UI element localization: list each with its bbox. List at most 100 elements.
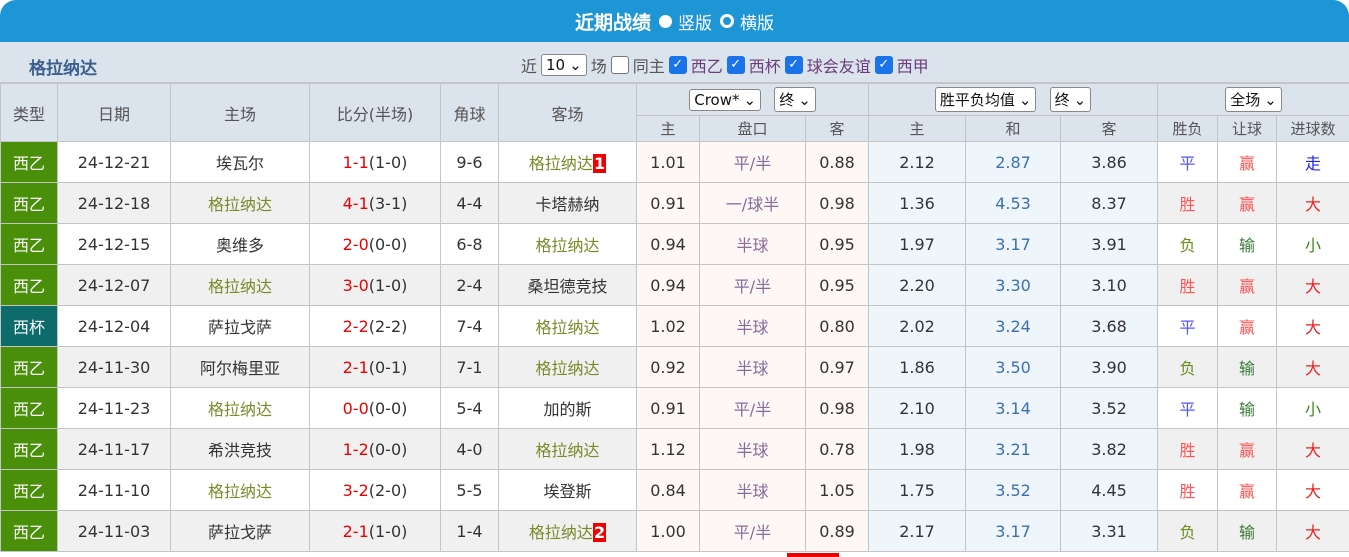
col-ah-line: 盘口	[699, 115, 806, 142]
away-team-name: 加的斯	[543, 400, 592, 419]
score-cell[interactable]: 4-1(3-1)	[309, 182, 441, 224]
col-eu-draw: 和	[965, 115, 1062, 142]
col-eu-away: 客	[1060, 115, 1159, 142]
away-team-cell[interactable]: 格拉纳达	[498, 428, 637, 470]
away-team-cell[interactable]: 格拉纳达	[498, 305, 637, 347]
col-handicap-result: 让球	[1217, 115, 1278, 142]
chevron-down-icon: ⌄	[1018, 90, 1032, 109]
score-cell[interactable]: 1-2(0-0)	[309, 428, 441, 470]
scope-select[interactable]: 全场 ⌄	[1225, 87, 1282, 112]
corner-cell: 4-4	[440, 182, 499, 224]
scope-value: 全场	[1230, 91, 1261, 109]
away-team-name: 格拉纳达	[528, 523, 593, 542]
same-host-checkbox[interactable]	[610, 56, 629, 74]
table-row[interactable]: 西杯 24-12-04 萨拉戈萨 2-2(2-2) 7-4 格拉纳达 1.02 …	[0, 305, 1349, 347]
radio-unchecked-icon	[720, 14, 734, 28]
handicap-result-cell: 赢	[1217, 141, 1278, 183]
league-cell[interactable]: 西乙	[0, 510, 58, 552]
table-row[interactable]: 西乙 24-11-17 希洪竞技 1-2(0-0) 4-0 格拉纳达 1.12 …	[0, 428, 1349, 470]
league-cell[interactable]: 西杯	[0, 305, 58, 347]
score-cell[interactable]: 2-0(0-0)	[309, 223, 441, 265]
ah-line: 半球	[699, 223, 806, 265]
away-team-cell[interactable]: 卡塔赫纳	[498, 182, 637, 224]
league-cell[interactable]: 西乙	[0, 428, 58, 470]
home-team-cell[interactable]: 阿尔梅里亚	[170, 346, 310, 388]
score-cell[interactable]: 3-2(2-0)	[309, 469, 441, 511]
away-team-cell[interactable]: 格拉纳达	[498, 223, 637, 265]
table-row[interactable]: 西乙 24-12-21 埃瓦尔 1-1(1-0) 9-6 格拉纳达1 1.01 …	[0, 141, 1349, 183]
league-checkbox-0[interactable]: ✓	[668, 56, 687, 74]
league-label: 球会友谊	[806, 57, 871, 76]
home-team-cell[interactable]: 埃瓦尔	[170, 141, 310, 183]
ah-time-select[interactable]: 终 ⌄	[774, 87, 816, 112]
red-card-badge: 2	[592, 523, 607, 542]
table-row[interactable]: 西乙 24-12-07 格拉纳达 3-0(1-0) 2-4 桑坦德竞技 0.94…	[0, 264, 1349, 306]
home-team-cell[interactable]: 希洪竞技	[170, 428, 310, 470]
eu-draw-odds: 3.14	[965, 387, 1062, 429]
goals-result-cell: 大	[1276, 510, 1349, 552]
table-row[interactable]: 西乙 24-12-18 格拉纳达 4-1(3-1) 4-4 卡塔赫纳 0.91 …	[0, 182, 1349, 224]
home-team-cell[interactable]: 奥维多	[170, 223, 310, 265]
away-team-cell[interactable]: 格拉纳达	[498, 346, 637, 388]
away-team-cell[interactable]: 埃登斯	[498, 469, 637, 511]
title-bar: 近期战绩 竖版 横版	[0, 0, 1349, 42]
view-vertical-radio[interactable]: 竖版	[655, 9, 712, 34]
home-team-cell[interactable]: 格拉纳达	[170, 469, 310, 511]
ah-away-odds: 0.97	[804, 346, 870, 388]
league-cell[interactable]: 西乙	[0, 264, 58, 306]
away-team-cell[interactable]: 加的斯	[498, 387, 637, 429]
score-cell[interactable]: 2-2(2-2)	[309, 305, 441, 347]
table-row[interactable]: 西乙 24-11-23 格拉纳达 0-0(0-0) 5-4 加的斯 0.91 平…	[0, 387, 1349, 429]
eu-time-select[interactable]: 终 ⌄	[1049, 87, 1092, 112]
match-count-select[interactable]: 10 ⌄	[541, 54, 587, 76]
corner-cell: 4-0	[440, 428, 499, 470]
home-team-cell[interactable]: 萨拉戈萨	[170, 510, 310, 552]
full-score: 2-0	[342, 234, 369, 254]
away-team-cell[interactable]: 桑坦德竞技	[498, 264, 637, 306]
score-cell[interactable]: 2-1(0-1)	[309, 346, 441, 388]
score-cell[interactable]: 2-1(1-0)	[309, 510, 441, 552]
league-cell[interactable]: 西乙	[0, 223, 58, 265]
score-cell[interactable]: 3-0(1-0)	[309, 264, 441, 306]
col-away: 客场	[498, 83, 637, 142]
ah-away-odds: 0.98	[804, 387, 870, 429]
ah-home-odds: 1.00	[636, 510, 700, 552]
league-checkbox-3[interactable]: ✓	[874, 56, 893, 74]
league-cell[interactable]: 西乙	[0, 469, 58, 511]
result-cell: 平	[1157, 305, 1219, 347]
goals-result-cell: 大	[1276, 182, 1349, 224]
league-checkbox-2[interactable]: ✓	[784, 56, 803, 74]
league-cell[interactable]: 西乙	[0, 141, 58, 183]
full-score: 2-2	[342, 316, 369, 336]
home-team-cell[interactable]: 格拉纳达	[170, 182, 310, 224]
result-cell: 胜	[1157, 264, 1219, 306]
ah-home-odds: 0.94	[636, 264, 700, 306]
corner-cell: 6-8	[440, 223, 499, 265]
score-cell[interactable]: 0-0(0-0)	[309, 387, 441, 429]
eu-type-select[interactable]: 胜平负均值 ⌄	[934, 87, 1037, 112]
league-cell[interactable]: 西乙	[0, 182, 58, 224]
ah-line: 平/半	[699, 141, 806, 183]
table-row[interactable]: 西乙 24-11-03 萨拉戈萨 2-1(1-0) 1-4 格拉纳达2 1.00…	[0, 510, 1349, 552]
away-team-cell[interactable]: 格拉纳达2	[498, 510, 637, 552]
table-row[interactable]: 西乙 24-11-30 阿尔梅里亚 2-1(0-1) 7-1 格拉纳达 0.92…	[0, 346, 1349, 388]
home-team-cell[interactable]: 萨拉戈萨	[170, 305, 310, 347]
table-row[interactable]: 西乙 24-12-15 奥维多 2-0(0-0) 6-8 格拉纳达 0.94 半…	[0, 223, 1349, 265]
result-cell: 负	[1157, 223, 1219, 265]
chevron-down-icon: ⌄	[1073, 90, 1087, 109]
away-team-name: 格拉纳达	[535, 441, 600, 460]
away-team-cell[interactable]: 格拉纳达1	[498, 141, 637, 183]
eu-home-odds: 1.86	[868, 346, 967, 388]
table-row[interactable]: 西乙 24-11-10 格拉纳达 3-2(2-0) 5-5 埃登斯 0.84 半…	[0, 469, 1349, 511]
home-team-cell[interactable]: 格拉纳达	[170, 264, 310, 306]
eu-selects: 胜平负均值 ⌄ 终 ⌄	[868, 83, 1159, 116]
score-cell[interactable]: 1-1(1-0)	[309, 141, 441, 183]
ah-company-select[interactable]: Crow* ⌄	[689, 89, 762, 111]
home-team-cell[interactable]: 格拉纳达	[170, 387, 310, 429]
league-checkbox-1[interactable]: ✓	[726, 56, 745, 74]
league-cell[interactable]: 西乙	[0, 346, 58, 388]
red-card-badge: 1	[592, 154, 607, 173]
view-horizontal-radio[interactable]: 横版	[716, 9, 774, 34]
league-cell[interactable]: 西乙	[0, 387, 58, 429]
radio-checked-icon	[659, 14, 672, 28]
